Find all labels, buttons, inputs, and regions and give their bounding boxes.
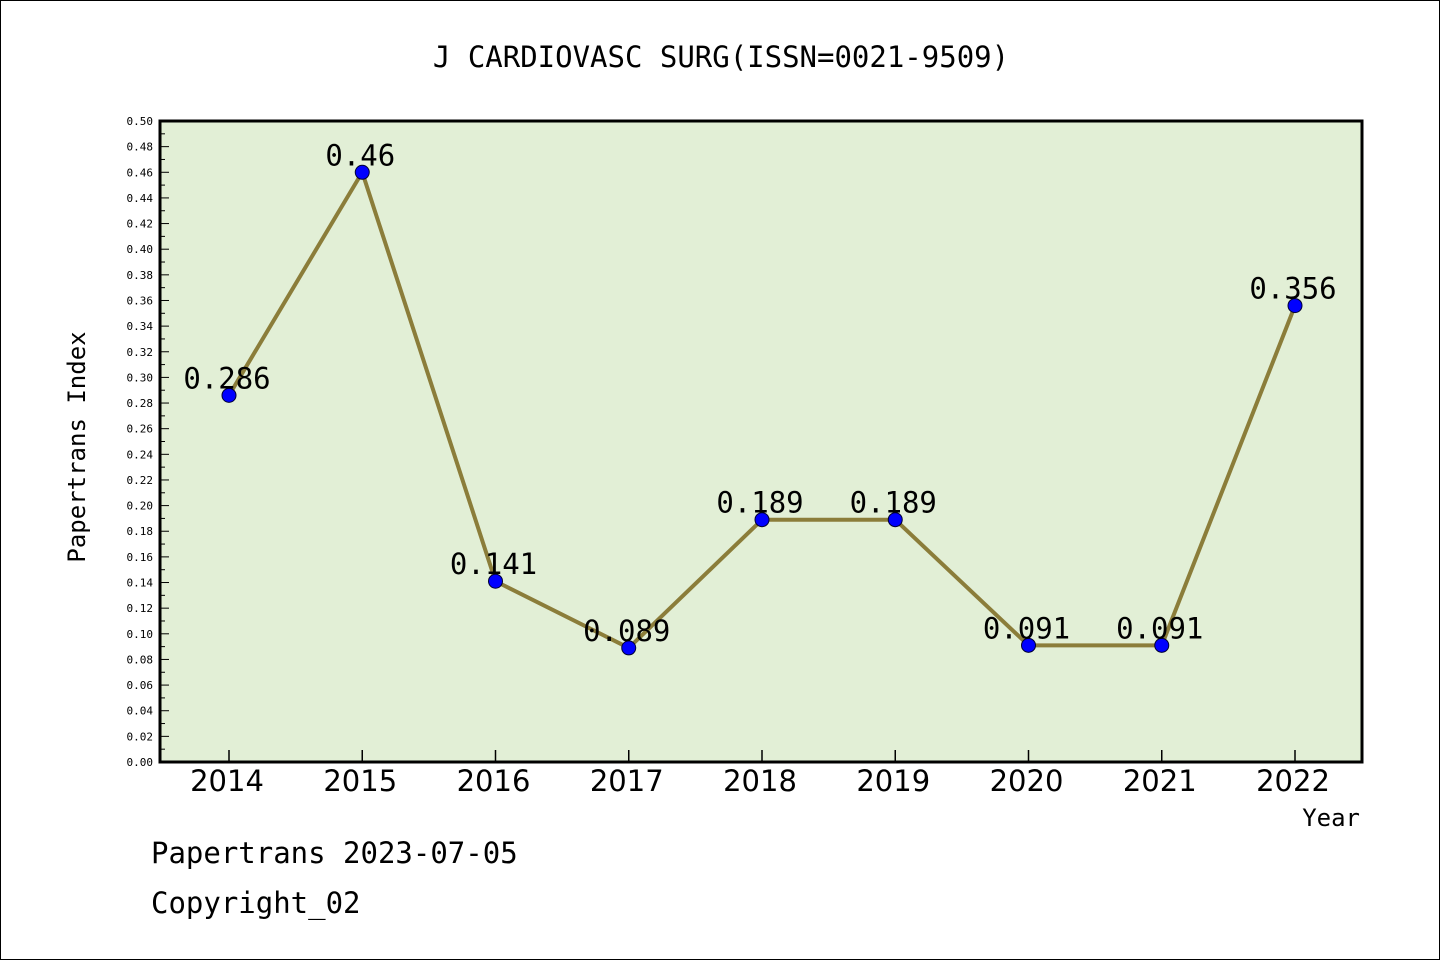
y-tick-label: 0.10 [127,628,154,641]
data-label: 0.189 [716,486,803,520]
x-axis-ticks: 2014 2015 2016 2017 2018 2019 2020 2021 2022 [190,750,1330,798]
y-tick-label: 0.50 [127,115,154,128]
data-label: 0.46 [325,138,395,172]
chart-title: J CARDIOVASC SURG(ISSN=0021-9509) [433,40,1009,74]
y-tick-label: 0.14 [127,577,154,590]
y-tick-label: 0.20 [127,500,154,513]
x-tick-label: 2019 [856,764,930,798]
x-tick-label: 2022 [1256,764,1330,798]
y-tick-label: 0.08 [127,653,154,666]
y-tick-label: 0.04 [127,705,154,718]
footer-date: Papertrans 2023-07-05 [151,836,518,870]
data-label: 0.141 [450,547,537,581]
data-points [221,164,1303,656]
footer-copyright: Copyright_02 [151,886,361,920]
y-tick-label: 0.42 [127,218,154,231]
data-point [621,640,637,656]
x-tick-label: 2021 [1123,764,1197,798]
x-tick-label: 2020 [990,764,1064,798]
data-point [1154,637,1170,653]
y-tick-label: 0.48 [127,141,154,154]
y-tick-label: 0.02 [127,730,154,743]
y-tick-label: 0.38 [127,269,154,282]
y-tick-label: 0.16 [127,551,154,564]
y-tick-label: 0.46 [127,166,154,179]
data-point [1287,298,1303,314]
y-tick-label: 0.06 [127,679,154,692]
x-tick-label: 2018 [723,764,797,798]
y-tick-label: 0.28 [127,397,154,410]
x-tick-label: 2016 [457,764,531,798]
y-tick-label: 0.00 [127,756,154,769]
y-axis-label: Papertrans Index [63,331,91,562]
y-tick-label: 0.40 [127,243,154,256]
data-label: 0.091 [1116,611,1203,645]
y-axis-ticks: 0.00 0.02 0.04 0.06 0.08 0.10 0.12 0.14 0.16 0.18… [127,115,169,769]
data-label: 0.189 [850,486,937,520]
y-tick-label: 0.36 [127,294,154,307]
y-tick-label: 0.24 [127,448,154,461]
data-point [1021,637,1036,653]
y-tick-label: 0.22 [127,474,154,487]
y-tick-label: 0.32 [127,346,154,359]
y-tick-label: 0.12 [127,602,154,615]
plot-border [158,119,1364,764]
y-tick-label: 0.26 [127,423,154,436]
data-point [354,164,370,180]
x-axis-label: Year [1302,804,1360,832]
data-label: 0.089 [583,614,670,648]
y-tick-label: 0.34 [127,320,154,333]
y-tick-label: 0.18 [127,525,154,538]
x-tick-label: 2015 [323,764,397,798]
y-tick-label: 0.44 [127,192,154,205]
data-point [488,573,503,589]
x-tick-label: 2014 [190,764,264,798]
x-tick-label: 2017 [590,764,664,798]
data-label: 0.356 [1249,272,1336,306]
data-label: 0.286 [183,361,270,395]
y-tick-label: 0.30 [127,371,154,384]
data-label: 0.091 [983,611,1070,645]
plot-area [160,121,1362,762]
data-point [754,512,770,528]
data-labels: 0.286 0.46 0.141 0.089 0.189 0.189 0.091 0.091 0… [183,138,1336,648]
data-point [221,387,237,403]
data-point [887,512,903,528]
